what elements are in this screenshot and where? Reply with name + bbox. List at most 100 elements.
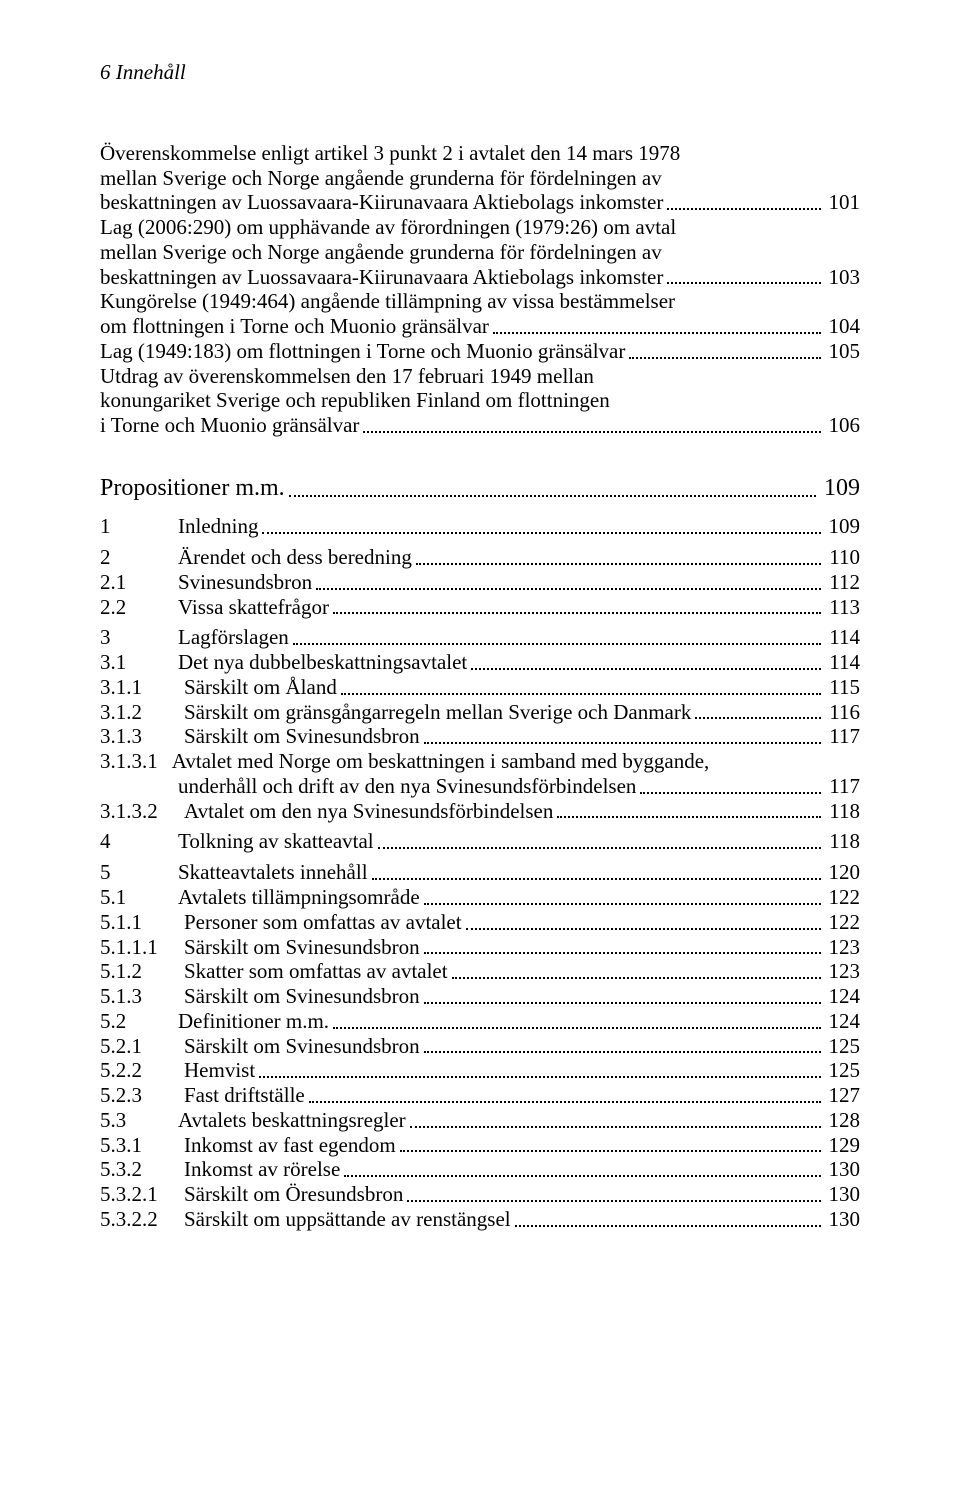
toc-number: 5.3.2 — [100, 1157, 184, 1182]
dot-leaders — [424, 742, 822, 744]
toc-number: 5.1.3 — [100, 984, 184, 1009]
toc-row: 5.1Avtalets tillämpningsområde122 — [100, 885, 860, 910]
toc-label: Definitioner m.m. — [178, 1009, 329, 1034]
top-entry: Överenskommelse enligt artikel 3 punkt 2… — [100, 141, 860, 215]
page: 6 Innehåll Överenskommelse enligt artike… — [0, 0, 960, 1487]
toc-page: 128 — [825, 1108, 861, 1133]
toc-row: 5.2.3Fast driftställe127 — [100, 1083, 860, 1108]
dot-leaders — [424, 903, 821, 905]
entry-line: Kungörelse (1949:464) angående tillämpni… — [100, 289, 860, 314]
toc-number: 5.3 — [100, 1108, 178, 1133]
toc-row: 3.1.2Särskilt om gränsgångarregeln mella… — [100, 700, 860, 725]
toc-number: 5.1.1.1 — [100, 935, 184, 960]
entry-page: 101 — [825, 190, 861, 215]
dot-leaders — [416, 563, 821, 565]
dot-leaders — [557, 816, 821, 818]
entry-lastline: i Torne och Muonio gränsälvar106 — [100, 413, 860, 438]
toc-number: 3.1.1 — [100, 675, 184, 700]
toc-number: 5.3.2.1 — [100, 1182, 184, 1207]
toc-number: 5.2.2 — [100, 1058, 184, 1083]
toc-label: Särskilt om Öresundsbron — [184, 1182, 403, 1207]
toc-number: 3.1.2 — [100, 700, 184, 725]
toc-label: Vissa skattefrågor — [178, 595, 329, 620]
entry-lastline: Lag (1949:183) om flottningen i Torne oc… — [100, 339, 860, 364]
toc-label: Lagförslagen — [178, 625, 289, 650]
dot-leaders — [363, 431, 820, 433]
toc-row: 5Skatteavtalets innehåll120 — [100, 860, 860, 885]
toc-label: Tolkning av skatteavtal — [178, 829, 374, 854]
toc-row: 2.2Vissa skattefrågor113 — [100, 595, 860, 620]
toc-row: 2Ärendet och dess beredning110 — [100, 545, 860, 570]
dot-leaders — [400, 1150, 821, 1152]
entry-lastline-label: beskattningen av Luossavaara-Kiirunavaar… — [100, 190, 663, 215]
toc-label: Avtalet om den nya Svinesundsförbindelse… — [184, 799, 553, 824]
top-entry: Lag (2006:290) om upphävande av förordni… — [100, 215, 860, 289]
entry-lastline-label: om flottningen i Torne och Muonio gränsä… — [100, 314, 489, 339]
top-entries-block: Överenskommelse enligt artikel 3 punkt 2… — [100, 141, 860, 438]
dot-leaders — [424, 1051, 821, 1053]
toc-row: 3.1.3Särskilt om Svinesundsbron117 — [100, 724, 860, 749]
toc-row: 5.1.1Personer som omfattas av avtalet122 — [100, 910, 860, 935]
dot-leaders — [424, 1002, 821, 1004]
dot-leaders — [410, 1126, 821, 1128]
toc-label: Särskilt om uppsättande av renstängsel — [184, 1207, 511, 1232]
toc-number: 3 — [100, 625, 178, 650]
toc-number: 2.1 — [100, 570, 178, 595]
dot-leaders — [333, 1027, 820, 1029]
toc-page: 120 — [825, 860, 861, 885]
toc-label: Särskilt om gränsgångarregeln mellan Sve… — [184, 700, 691, 725]
dot-leaders — [309, 1101, 821, 1103]
toc-number: 3.1.3.1 — [100, 749, 172, 774]
toc-number: 5.1.2 — [100, 959, 184, 984]
toc-label: Särskilt om Svinesundsbron — [184, 935, 420, 960]
entry-line: mellan Sverige och Norge angående grunde… — [100, 240, 860, 265]
toc-label: Fast driftställe — [184, 1083, 305, 1108]
toc-label: Särskilt om Svinesundsbron — [184, 1034, 420, 1059]
dot-leaders — [262, 532, 820, 534]
toc-row: 3.1Det nya dubbelbeskattningsavtalet114 — [100, 650, 860, 675]
toc-lastline: underhåll och drift av den nya Svinesund… — [178, 774, 860, 799]
toc-page: 125 — [825, 1058, 861, 1083]
toc-label: Skatter som omfattas av avtalet — [184, 959, 448, 984]
dot-leaders — [667, 282, 820, 284]
toc-row: 5.2.2Hemvist 125 — [100, 1058, 860, 1083]
toc-page: 113 — [825, 595, 860, 620]
toc-number: 3.1.3 — [100, 724, 184, 749]
toc-row: 4Tolkning av skatteavtal118 — [100, 829, 860, 854]
toc-row: 5.3.2.2Särskilt om uppsättande av renstä… — [100, 1207, 860, 1232]
toc-number: 5.1 — [100, 885, 178, 910]
entry-page: 106 — [825, 413, 861, 438]
entry-line: mellan Sverige och Norge angående grunde… — [100, 166, 860, 191]
toc-label: Inkomst av fast egendom — [184, 1133, 396, 1158]
toc-page: 123 — [825, 935, 861, 960]
section-title-label: Propositioner m.m. — [100, 474, 285, 502]
toc-label: Det nya dubbelbeskattningsavtalet — [178, 650, 467, 675]
dot-leaders — [341, 693, 821, 695]
toc-row: 2.1Svinesundsbron112 — [100, 570, 860, 595]
dot-leaders — [407, 1200, 820, 1202]
entry-lastline-label: Lag (1949:183) om flottningen i Torne oc… — [100, 339, 625, 364]
toc-number: 5.2.1 — [100, 1034, 184, 1059]
toc-number: 4 — [100, 829, 178, 854]
toc-page: 110 — [825, 545, 860, 570]
toc-row: 5.1.2Skatter som omfattas av avtalet 123 — [100, 959, 860, 984]
toc-page: 123 — [825, 959, 861, 984]
dot-leaders — [515, 1225, 821, 1227]
dot-leaders — [695, 717, 821, 719]
toc-label: Hemvist — [184, 1058, 255, 1083]
toc-number: 3.1.3.2 — [100, 799, 184, 824]
entry-line: Utdrag av överenskommelsen den 17 februa… — [100, 364, 860, 389]
dot-leaders — [259, 1076, 820, 1078]
toc-number: 5 — [100, 860, 178, 885]
toc-label: Särskilt om Svinesundsbron — [184, 984, 420, 1009]
entry-lastline: beskattningen av Luossavaara-Kiirunavaar… — [100, 265, 860, 290]
dot-leaders — [452, 977, 821, 979]
dot-leaders — [466, 928, 821, 930]
entry-page: 105 — [825, 339, 861, 364]
toc-label-line: Avtalet med Norge om beskattningen i sam… — [172, 749, 860, 774]
top-entry: Kungörelse (1949:464) angående tillämpni… — [100, 289, 860, 339]
toc-row: 5.3Avtalets beskattningsregler128 — [100, 1108, 860, 1133]
toc-page: 114 — [825, 625, 860, 650]
entry-line: konungariket Sverige och republiken Finl… — [100, 388, 860, 413]
toc-page: 114 — [825, 650, 860, 675]
